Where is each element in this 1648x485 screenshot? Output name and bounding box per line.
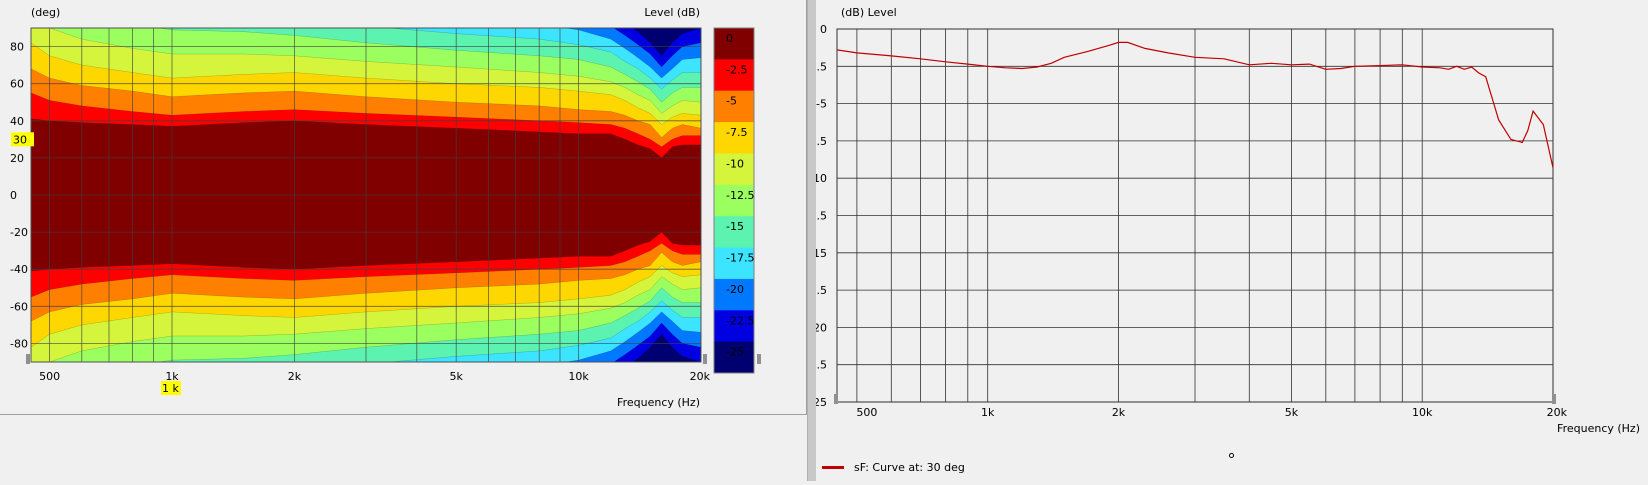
contour-x-tick-label: 10k — [568, 370, 589, 383]
response-y-tick-label: -17.5 — [816, 284, 827, 297]
colorbar-tick-label: -17.5 — [726, 252, 754, 265]
legend[interactable]: sF: Curve at: 30 deg — [822, 461, 965, 474]
response-x-tick-label: 20k — [1547, 406, 1568, 419]
frequency-response-panel: (dB) Level Frequency (Hz) 0 -2.5 -5 -7.5 -10… — [799, 0, 1648, 481]
colorbar-swatch — [714, 122, 754, 154]
contour-y-ticks: 80 60 40 20 0 -20 -40 -60 -80 — [10, 41, 28, 351]
contour-frame — [30, 27, 702, 363]
contour-x-tick-label: 500 — [39, 370, 60, 383]
contour-y-tick-label: -60 — [10, 300, 28, 313]
colorbar-tick-label: -22.5 — [726, 314, 754, 327]
response-y-tick-label: -22.5 — [816, 359, 827, 372]
colorbar-tick-label: -2.5 — [726, 63, 747, 76]
contour-x-ticks: 500 1k 2k 5k 10k 20k — [39, 370, 711, 383]
colorbar-swatch — [714, 90, 754, 123]
contour-chart: (deg) Level (dB) Frequency (Hz) 80 60 40 20… — [10, 6, 761, 409]
axis-handle[interactable] — [26, 354, 30, 364]
legend-label: sF: Curve at: 30 deg — [854, 461, 965, 474]
contour-y-tick-label: -80 — [10, 337, 28, 350]
colorbar-swatch — [714, 341, 754, 374]
response-series[interactable] — [836, 41, 1554, 168]
contour-y-tick-label: 60 — [10, 78, 24, 91]
response-chart: (dB) Level Frequency (Hz) 0 -2.5 -5 -7.5 -10… — [799, 6, 1640, 435]
axis-handle[interactable] — [834, 394, 838, 404]
contour-x-tick-label: 20k — [690, 370, 711, 383]
response-y-axis-label: (dB) Level — [841, 6, 897, 19]
colorbar-swatch — [714, 153, 754, 186]
response-y-tick-label: -12.5 — [816, 210, 827, 223]
colorbar-swatch — [714, 310, 754, 343]
colorbar-tick-label: 0 — [726, 32, 733, 45]
colorbar-swatch — [714, 59, 754, 92]
colorbar-swatch — [714, 184, 754, 217]
colorbar-tick-label: -5 — [726, 95, 737, 108]
response-y-tick-label: -7.5 — [816, 135, 827, 148]
colorbar-tick-label: -20 — [726, 283, 744, 296]
response-y-ticks: 0 -2.5 -5 -7.5 -10 -12.5 -15 -17.5 -20 -22.5 -25 — [799, 23, 827, 409]
response-frame — [836, 28, 1554, 403]
contour-axis-handles[interactable] — [26, 354, 761, 364]
response-x-tick-label: 2k — [1112, 406, 1126, 419]
response-y-tick-label: -20 — [816, 321, 827, 334]
freq-cursor-label: 1 k — [162, 382, 179, 395]
colorbar-frame — [713, 27, 755, 374]
colorbar-swatch — [714, 28, 754, 60]
response-y-tick-label: -10 — [816, 172, 827, 185]
contour-y-tick-label: 80 — [10, 41, 24, 54]
response-y-tick-label: -25 — [816, 396, 827, 409]
response-y-tick-label: -2.5 — [816, 60, 827, 73]
contour-y-tick-label: 20 — [10, 152, 24, 165]
mouse-cursor-icon — [1229, 453, 1234, 458]
directivity-contour-panel: (deg) Level (dB) Frequency (Hz) 80 60 40 20… — [0, 0, 807, 415]
response-x-tick-label: 500 — [856, 406, 877, 419]
response-curve-30deg[interactable] — [836, 41, 1554, 168]
angle-cursor-label: 30 — [13, 133, 27, 146]
contour-x-tick-label: 1k — [165, 370, 179, 383]
colorbar-tick-label: -10 — [726, 158, 744, 171]
colorbar-swatch — [714, 247, 754, 280]
contour-grid — [30, 27, 702, 363]
contour-y-tick-label: 0 — [10, 189, 17, 202]
axis-handle[interactable] — [757, 354, 761, 364]
axis-handle[interactable] — [1552, 394, 1556, 404]
contour-band-lower-m25 — [632, 333, 701, 362]
response-x-tick-label: 10k — [1412, 406, 1433, 419]
contour-x-tick-label: 5k — [450, 370, 464, 383]
colorbar-tick-label: -25 — [726, 346, 744, 359]
contour-y-axis-label: (deg) — [31, 6, 60, 19]
response-x-tick-label: 5k — [1285, 406, 1299, 419]
legend-swatch — [822, 466, 844, 469]
colorbar-label: Level (dB) — [644, 6, 700, 19]
colorbar-swatch — [714, 216, 754, 249]
contour-cursor[interactable]: 30 1 k — [11, 132, 181, 395]
contour-y-tick-label: -20 — [10, 226, 28, 239]
colorbar-tick-label: -7.5 — [726, 126, 747, 139]
contour-x-tick-label: 2k — [288, 370, 302, 383]
response-axis-handles[interactable] — [834, 394, 1556, 404]
contour-band-upper-m25 — [632, 28, 701, 57]
colorbar-swatch — [714, 278, 754, 311]
response-y-tick-label: 0 — [820, 23, 827, 36]
response-x-axis-label: Frequency (Hz) — [1557, 422, 1640, 435]
response-x-ticks: 500 1k 2k 5k 10k 20k — [856, 406, 1567, 419]
angle-cursor-marker[interactable] — [11, 132, 34, 147]
contour-y-tick-label: -40 — [10, 263, 28, 276]
response-x-tick-label: 1k — [981, 406, 995, 419]
colorbar-tick-label: -15 — [726, 220, 744, 233]
freq-cursor-marker[interactable] — [161, 381, 181, 395]
contour-y-tick-label: 40 — [10, 115, 24, 128]
colorbar-tick-label: -12.5 — [726, 189, 754, 202]
response-grid — [836, 28, 1554, 403]
axis-handle[interactable] — [703, 354, 707, 364]
colorbar: 0 -2.5 -5 -7.5 -10 -12.5 -15 -17.5 -20 -22.5 -25 — [713, 27, 755, 374]
response-y-tick-label: -15 — [816, 247, 827, 260]
response-y-tick-label: -5 — [816, 98, 827, 111]
contour-x-axis-label: Frequency (Hz) — [617, 396, 700, 409]
